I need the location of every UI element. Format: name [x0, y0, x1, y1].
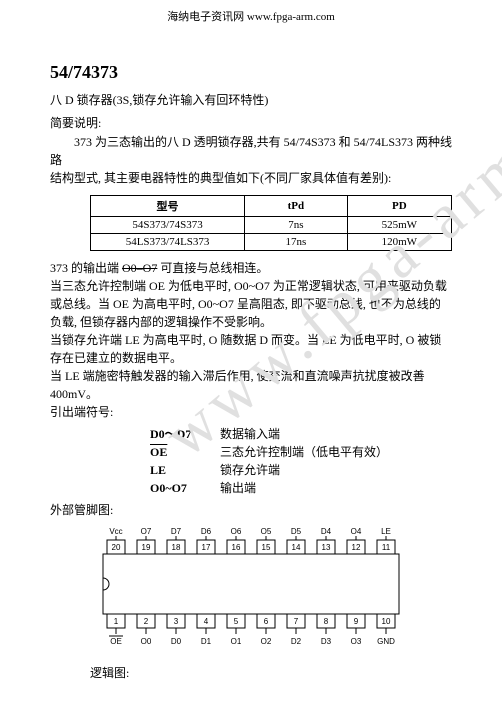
svg-text:6: 6 [264, 617, 269, 626]
pin-name-overline: OE [150, 445, 167, 459]
desc-post: 可直接与总线相连。 [157, 261, 268, 275]
svg-text:18: 18 [172, 543, 181, 552]
logic-label: 逻辑图: [90, 664, 452, 681]
desc-line-5: 引出端符号: [50, 403, 452, 421]
svg-text:D4: D4 [321, 527, 332, 536]
svg-text:20: 20 [112, 543, 121, 552]
cell-pd: 525mW [347, 217, 451, 234]
svg-text:3: 3 [174, 617, 179, 626]
svg-text:15: 15 [262, 543, 271, 552]
svg-text:O2: O2 [261, 637, 272, 646]
pin-desc: 三态允许控制端（低电平有效） [220, 443, 452, 461]
svg-text:O4: O4 [351, 527, 362, 536]
svg-text:4: 4 [204, 617, 209, 626]
desc-line-4: 当 LE 端施密特触发器的输入滞后作用, 使交流和直流噪声抗扰度被改善 400m… [50, 367, 452, 403]
desc-strike: O0–O7 [122, 261, 157, 275]
th-pd: PD [347, 196, 451, 217]
svg-text:O7: O7 [141, 527, 152, 536]
brief-paragraph-2: 结构型式, 其主要电器特性的典型值如下(不同厂家具体值有差别): [50, 169, 452, 187]
svg-text:D7: D7 [171, 527, 182, 536]
svg-text:O3: O3 [351, 637, 362, 646]
cell-pd: 120mW [347, 234, 451, 251]
svg-text:O0: O0 [141, 637, 152, 646]
brief-label: 简要说明: [50, 114, 452, 131]
th-model: 型号 [91, 196, 245, 217]
desc-pre: 373 的输出端 [50, 261, 122, 275]
page-title: 54/74373 [50, 62, 452, 83]
pin-name: D0～D7 [150, 425, 220, 443]
svg-text:2: 2 [144, 617, 149, 626]
svg-text:GND: GND [377, 637, 395, 646]
svg-text:D1: D1 [201, 637, 212, 646]
subtitle: 八 D 锁存器(3S,锁存允许输入有回环特性) [50, 91, 452, 108]
pin-name: LE [150, 461, 220, 479]
cell-tpd: 7ns [245, 217, 348, 234]
svg-text:12: 12 [352, 543, 361, 552]
pin-row: O0~O7 输出端 [150, 479, 452, 497]
pin-desc: 锁存允许端 [220, 461, 452, 479]
svg-text:D6: D6 [201, 527, 212, 536]
svg-text:D0: D0 [171, 637, 182, 646]
brief-paragraph-1: 373 为三态输出的八 D 透明锁存器,共有 54/74S373 和 54/74… [50, 133, 452, 169]
table-row: 54S373/74S373 7ns 525mW [91, 217, 452, 234]
svg-text:D2: D2 [291, 637, 302, 646]
pin-row: D0～D7 数据输入端 [150, 425, 452, 443]
svg-text:13: 13 [322, 543, 331, 552]
svg-text:5: 5 [234, 617, 239, 626]
desc-line-2: 当三态允许控制端 OE 为低电平时, O0~O7 为正常逻辑状态, 可用来驱动负… [50, 277, 452, 331]
svg-text:Vcc: Vcc [109, 527, 122, 536]
svg-text:10: 10 [382, 617, 391, 626]
desc-line-3: 当锁存允许端 LE 为高电平时, O 随数据 D 而变。当 LE 为低电平时, … [50, 331, 452, 367]
svg-text:8: 8 [324, 617, 329, 626]
cell-model: 54S373/74S373 [91, 217, 245, 234]
svg-text:17: 17 [202, 543, 211, 552]
svg-text:11: 11 [382, 543, 391, 552]
svg-text:9: 9 [354, 617, 359, 626]
cell-model: 54LS373/74LS373 [91, 234, 245, 251]
header-text: 海纳电子资讯网 www.fpga-arm.com [167, 11, 335, 23]
cell-tpd: 17ns [245, 234, 348, 251]
svg-text:O5: O5 [261, 527, 272, 536]
page-header: 海纳电子资讯网 www.fpga-arm.com [0, 0, 502, 32]
pin-definitions: D0～D7 数据输入端 OE 三态允许控制端（低电平有效） LE 锁存允许端 O… [150, 425, 452, 497]
content: 54/74373 八 D 锁存器(3S,锁存允许输入有回环特性) 简要说明: 3… [0, 62, 502, 725]
pin-desc: 数据输入端 [220, 425, 452, 443]
svg-text:OE: OE [110, 637, 122, 646]
svg-text:14: 14 [292, 543, 301, 552]
table-row: 54LS373/74LS373 17ns 120mW [91, 234, 452, 251]
pin-desc: 输出端 [220, 479, 452, 497]
ext-pin-label: 外部管脚图: [50, 501, 452, 518]
svg-text:19: 19 [142, 543, 151, 552]
th-tpd: tPd [245, 196, 348, 217]
pin-name: O0~O7 [150, 479, 220, 497]
pin-row: OE 三态允许控制端（低电平有效） [150, 443, 452, 461]
svg-text:1: 1 [114, 617, 119, 626]
pin-name: OE [150, 443, 220, 461]
svg-text:O6: O6 [231, 527, 242, 536]
desc-line-1: 373 的输出端 O0–O7 可直接与总线相连。 [50, 259, 452, 277]
pin-row: LE 锁存允许端 [150, 461, 452, 479]
table-header-row: 型号 tPd PD [91, 196, 452, 217]
svg-text:7: 7 [294, 617, 299, 626]
svg-text:16: 16 [232, 543, 241, 552]
chip-diagram: Vcc20O719D718D617O616O515D514D413O412LE1… [96, 524, 406, 654]
svg-text:D3: D3 [321, 637, 332, 646]
svg-text:LE: LE [381, 527, 391, 536]
svg-text:D5: D5 [291, 527, 302, 536]
spec-table: 型号 tPd PD 54S373/74S373 7ns 525mW 54LS37… [90, 195, 452, 251]
svg-text:O1: O1 [231, 637, 242, 646]
